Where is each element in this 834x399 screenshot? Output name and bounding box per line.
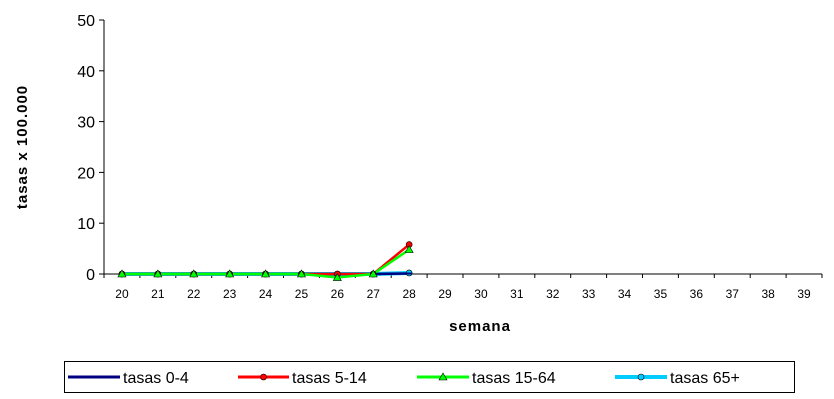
x-tick-label: 32 xyxy=(546,287,560,301)
data-point xyxy=(117,269,127,278)
legend-marker xyxy=(637,373,645,381)
x-tick-label: 36 xyxy=(690,287,704,301)
x-tick-label: 35 xyxy=(654,287,668,301)
legend-label: tasas 15-64 xyxy=(472,370,556,387)
legend-marker xyxy=(438,372,448,381)
x-tick-label: 33 xyxy=(582,287,596,301)
x-tick-label: 34 xyxy=(618,287,632,301)
x-tick-label: 24 xyxy=(259,287,273,301)
legend-item: tasas 0-4 xyxy=(68,370,189,387)
legend-label: tasas 0-4 xyxy=(123,370,189,387)
plot-series xyxy=(117,241,414,281)
y-tick-label: 20 xyxy=(77,165,95,182)
x-tick-label: 28 xyxy=(402,287,416,301)
y-tick-label: 10 xyxy=(77,216,95,233)
y-tick-label: 40 xyxy=(77,64,95,81)
legend-marker xyxy=(260,373,267,381)
x-tick-label: 29 xyxy=(438,287,452,301)
x-tick-label: 21 xyxy=(151,287,165,301)
legend-item: tasas 5-14 xyxy=(238,370,367,387)
x-tick-label: 31 xyxy=(510,287,524,301)
data-point xyxy=(189,269,199,278)
data-point xyxy=(225,269,235,278)
y-axis: 0 10 20 30 40 50 xyxy=(77,13,105,284)
data-point xyxy=(296,269,306,278)
x-tick-label: 20 xyxy=(115,287,129,301)
data-point xyxy=(261,269,271,278)
x-tick-label: 30 xyxy=(474,287,488,301)
x-tick-label: 27 xyxy=(367,287,381,301)
y-tick-label: 30 xyxy=(77,115,95,132)
x-axis: 20 21 22 23 24 25 26 27 28 29 30 31 32 33 34 35 36 37 38 39 xyxy=(103,273,823,301)
data-point xyxy=(332,272,342,281)
data-point xyxy=(153,269,163,278)
series-markers xyxy=(117,245,414,281)
x-tick-label: 38 xyxy=(761,287,775,301)
y-axis-title: tasas x 100.000 xyxy=(14,85,31,209)
x-tick-label: 25 xyxy=(295,287,309,301)
x-tick-label: 26 xyxy=(331,287,345,301)
legend-item: tasas 65+ xyxy=(615,370,740,387)
x-tick-label: 37 xyxy=(726,287,740,301)
legend-label: tasas 5-14 xyxy=(292,370,367,387)
x-tick-label: 22 xyxy=(187,287,201,301)
y-tick-label: 0 xyxy=(86,267,95,284)
x-tick-label: 39 xyxy=(797,287,811,301)
data-point xyxy=(368,269,378,278)
y-tick-label: 50 xyxy=(77,13,95,30)
x-axis-title: semana xyxy=(449,318,511,335)
x-tick-label: 23 xyxy=(223,287,237,301)
legend-item: tasas 15-64 xyxy=(417,370,556,387)
legend: tasas 0-4 tasas 5-14 tasas 15-64 tasas 65+ xyxy=(64,361,795,393)
legend-label: tasas 65+ xyxy=(670,370,740,387)
data-point xyxy=(404,245,414,253)
